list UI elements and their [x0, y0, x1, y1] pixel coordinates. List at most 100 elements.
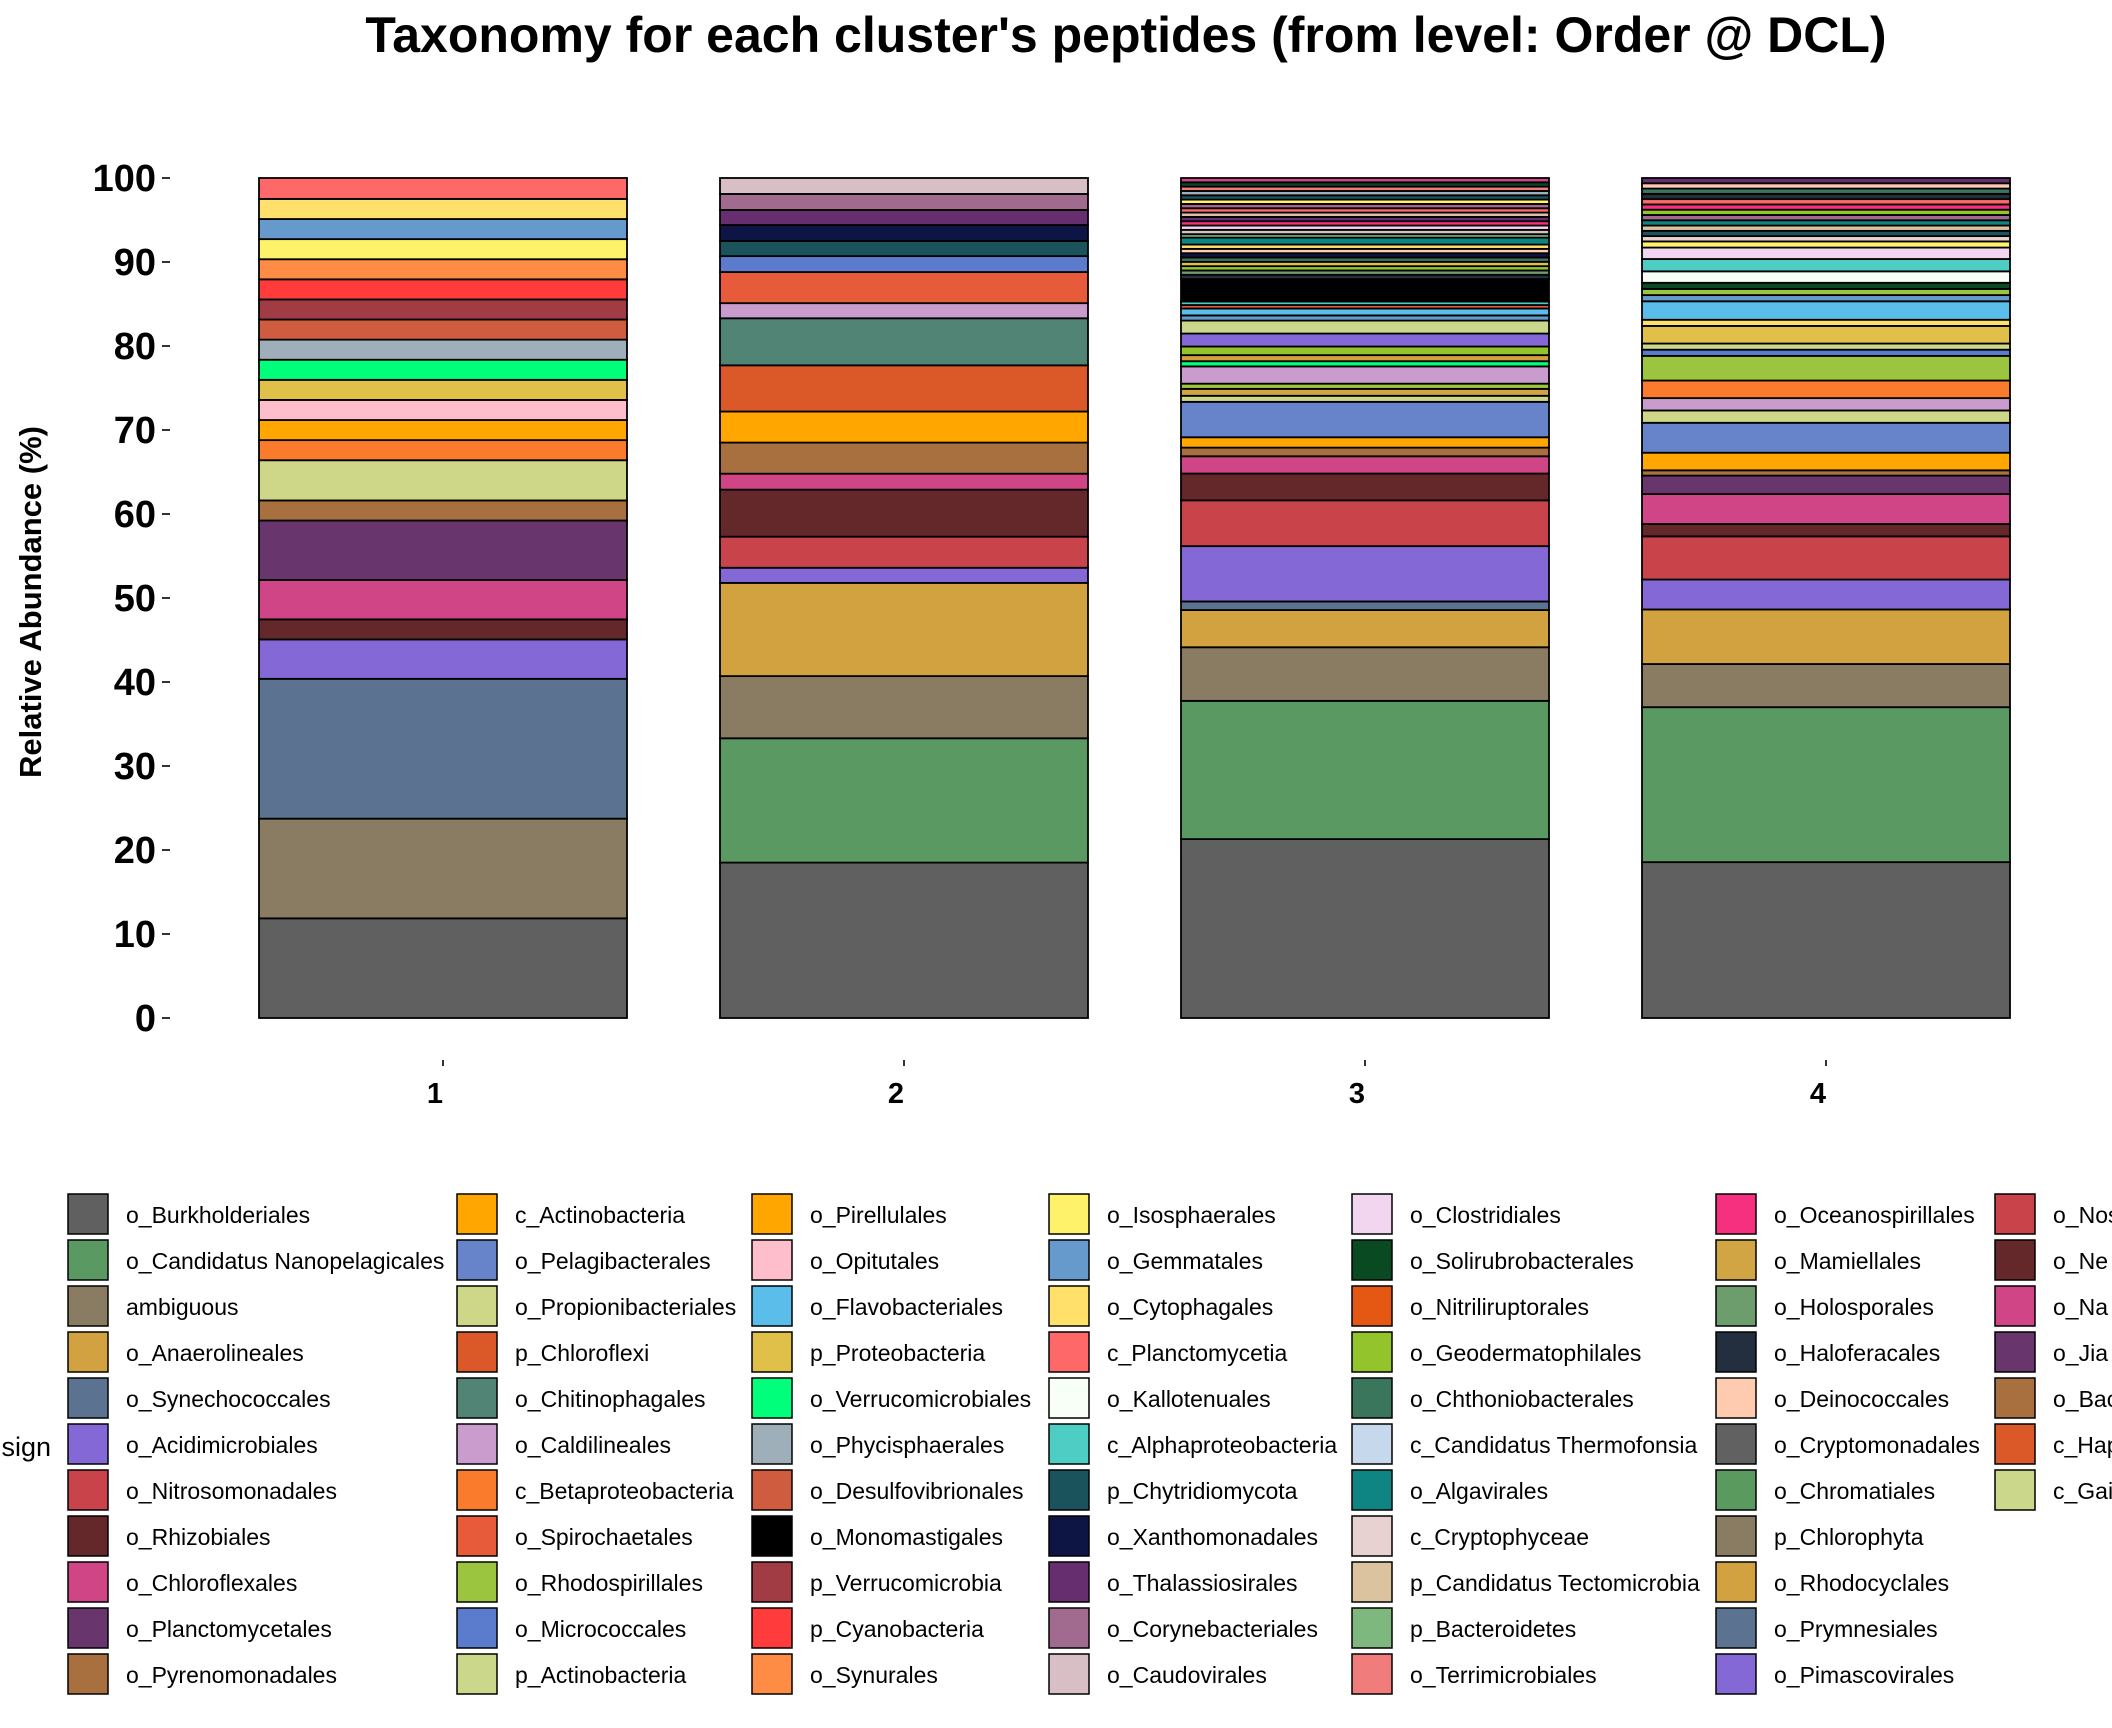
legend-swatch — [1048, 1331, 1090, 1373]
legend-swatch — [1994, 1285, 2036, 1327]
legend-item: c_Gai — [1994, 1469, 2112, 1511]
legend-swatch — [1715, 1377, 1757, 1419]
legend-swatch — [67, 1239, 109, 1281]
bar-segment — [719, 861, 1089, 1019]
legend-swatch — [1351, 1193, 1393, 1235]
legend-swatch — [1351, 1653, 1393, 1695]
legend-swatch — [1351, 1331, 1393, 1373]
legend-label: o_Propionibacteriales — [515, 1294, 736, 1320]
legend-swatch — [456, 1285, 498, 1327]
bar-segment — [719, 177, 1089, 195]
bar-segment — [1641, 281, 2011, 290]
legend-label: o_Isosphaerales — [1107, 1202, 1276, 1228]
bar-segment — [1180, 307, 1550, 317]
legend-swatch — [1351, 1285, 1393, 1327]
bar-segment — [1641, 409, 2011, 424]
bar-segment — [1180, 319, 1550, 335]
bar-segment — [258, 677, 628, 820]
y-tick-label: 40 — [114, 662, 156, 704]
legend-item: o_Corynebacteriales — [1048, 1607, 1318, 1649]
legend-item: c_Cryptophyceae — [1351, 1515, 1589, 1557]
legend-item: c_Candidatus Thermofonsia — [1351, 1423, 1697, 1465]
legend-item: o_Pyrenomonadales — [67, 1653, 337, 1695]
bar-segment — [719, 737, 1089, 864]
y-tick-label: 50 — [114, 578, 156, 620]
y-tick-label: 90 — [114, 242, 156, 284]
legend-label: o_Holosporales — [1774, 1294, 1934, 1320]
legend-label: o_Pelagibacterales — [515, 1248, 711, 1274]
legend-item: o_Rhizobiales — [67, 1515, 270, 1557]
legend-label: o_Na — [2053, 1294, 2108, 1320]
legend-item: o_Desulfovibrionales — [751, 1469, 1024, 1511]
bar-segment — [1180, 436, 1550, 449]
bar-segment — [719, 271, 1089, 305]
legend-item: o_Mamiellales — [1715, 1239, 1921, 1281]
legend-label: p_Chloroflexi — [515, 1340, 649, 1366]
bar-segment — [1180, 699, 1550, 841]
legend-item: o_Na — [1994, 1285, 2108, 1327]
legend-label: o_Geodermatophilales — [1410, 1340, 1641, 1366]
legend-item: o_Clostridiales — [1351, 1193, 1561, 1235]
legend-swatch — [751, 1285, 793, 1327]
bar-segment — [1641, 348, 2011, 357]
legend-swatch — [1715, 1561, 1757, 1603]
legend-swatch — [1994, 1423, 2036, 1465]
bar-segment — [1641, 270, 2011, 284]
legend-swatch — [1351, 1423, 1393, 1465]
bar-segment — [1641, 288, 2011, 297]
y-tick-label: 100 — [93, 158, 156, 200]
legend-item: o_Algavirales — [1351, 1469, 1548, 1511]
bar-segment — [1641, 258, 2011, 273]
legend-label: o_Gemmatales — [1107, 1248, 1263, 1274]
legend-swatch — [1715, 1193, 1757, 1235]
bar-segment — [719, 488, 1089, 538]
legend-label: c_Hap — [2053, 1432, 2112, 1458]
bar-segment — [1180, 365, 1550, 385]
y-axis: 0 10 20 30 40 50 60 70 80 90 100 — [93, 158, 170, 1040]
bar-segment — [719, 255, 1089, 273]
legend-item: o_Chitinophagales — [456, 1377, 706, 1419]
legend-label: o_Pimascovirales — [1774, 1662, 1954, 1688]
legend-item: o_Geodermatophilales — [1351, 1331, 1641, 1373]
legend-title: sign — [1, 1432, 51, 1462]
bar-segment — [258, 177, 628, 200]
legend-swatch — [1048, 1653, 1090, 1695]
bar-segment — [1180, 609, 1550, 649]
legend-label: o_Caudovirales — [1107, 1662, 1267, 1688]
legend-swatch — [1048, 1561, 1090, 1603]
legend-item: o_Solirubrobacterales — [1351, 1239, 1634, 1281]
legend-label: o_Caldilineales — [515, 1432, 671, 1458]
legend-label: o_Jia — [2053, 1340, 2108, 1366]
legend-item: o_Rhodospirillales — [456, 1561, 703, 1603]
bar-2 — [719, 177, 1089, 1019]
legend-swatch — [751, 1469, 793, 1511]
legend-swatch — [1048, 1607, 1090, 1649]
legend-item: o_Verrucomicrobiales — [751, 1377, 1031, 1419]
legend-swatch — [1351, 1515, 1393, 1557]
bar-segment — [1641, 246, 2011, 260]
legend-item: o_Gemmatales — [1048, 1239, 1263, 1281]
legend-label: c_Gai — [2053, 1478, 2112, 1504]
legend-swatch — [1351, 1469, 1393, 1511]
legend-label: p_Candidatus Tectomicrobia — [1410, 1570, 1700, 1596]
legend-item: o_Planctomycetales — [67, 1607, 332, 1649]
legend-label: o_Xanthomonadales — [1107, 1524, 1318, 1550]
bar-segment — [258, 917, 628, 1019]
legend-label: o_Planctomycetales — [126, 1616, 332, 1642]
y-tick-label: 60 — [114, 494, 156, 536]
legend-label: o_Spirochaetales — [515, 1524, 693, 1550]
bar-segment — [719, 193, 1089, 211]
bar-segment — [719, 317, 1089, 367]
legend-label: o_Cytophagales — [1107, 1294, 1273, 1320]
bar-segment — [1641, 706, 2011, 864]
bar-segment — [1641, 177, 2011, 185]
bar-segment — [1641, 379, 2011, 400]
legend-swatch — [456, 1423, 498, 1465]
bar-segment — [1641, 474, 2011, 496]
legend-item: o_Thalassiosirales — [1048, 1561, 1297, 1603]
legend-item: o_Burkholderiales — [67, 1193, 310, 1235]
bar-segment — [258, 439, 628, 462]
bar-segment — [1180, 354, 1550, 363]
legend-label: o_Acidimicrobiales — [126, 1432, 318, 1458]
legend-swatch — [67, 1331, 109, 1373]
